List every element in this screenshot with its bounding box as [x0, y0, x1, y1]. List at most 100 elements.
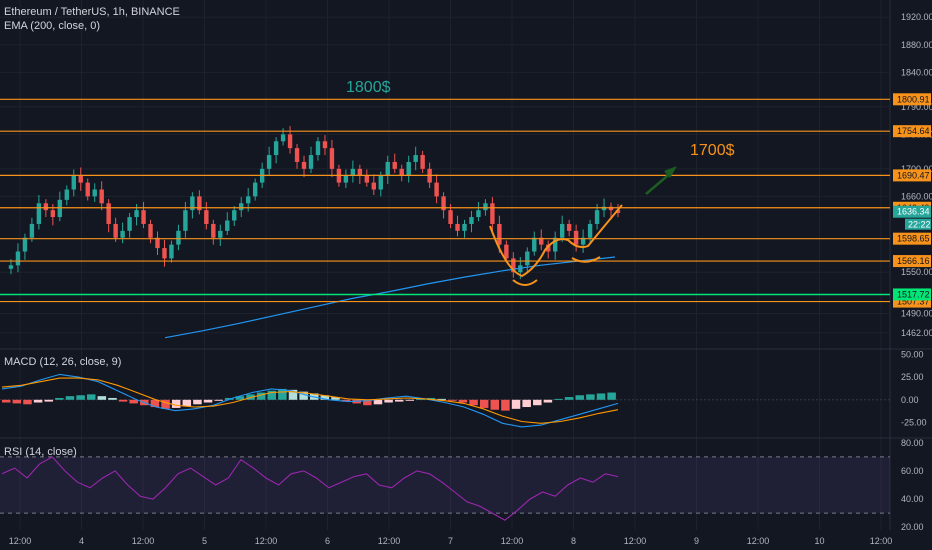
- candle-body[interactable]: [232, 210, 237, 221]
- candle-body[interactable]: [490, 203, 495, 224]
- candle-body[interactable]: [504, 244, 509, 259]
- candle-body[interactable]: [413, 155, 418, 162]
- candle-body[interactable]: [357, 168, 363, 176]
- candle-body[interactable]: [483, 203, 488, 211]
- candle-body[interactable]: [441, 196, 446, 211]
- candle-body[interactable]: [371, 182, 376, 190]
- candle-body[interactable]: [204, 210, 209, 224]
- candle-body[interactable]: [127, 217, 132, 231]
- candle-body[interactable]: [364, 175, 370, 183]
- candle-body[interactable]: [566, 223, 572, 231]
- candle-body[interactable]: [71, 175, 76, 190]
- drawings[interactable]: 1800$ 1700$: [0, 79, 890, 303]
- candle-body[interactable]: [497, 223, 502, 245]
- candle-body[interactable]: [329, 148, 335, 169]
- candle-body[interactable]: [29, 223, 35, 238]
- candle-body[interactable]: [587, 223, 593, 238]
- candle-body[interactable]: [57, 199, 63, 218]
- candle-body[interactable]: [350, 168, 356, 176]
- candle-body[interactable]: [141, 210, 146, 224]
- candle-body[interactable]: [197, 196, 202, 211]
- candle-body[interactable]: [246, 196, 251, 204]
- candle-body[interactable]: [211, 223, 216, 238]
- candle-body[interactable]: [385, 161, 390, 176]
- candle-body[interactable]: [301, 161, 307, 169]
- candle-body[interactable]: [455, 223, 460, 231]
- candle-body[interactable]: [85, 182, 90, 197]
- candle-body[interactable]: [190, 196, 195, 211]
- candle-body[interactable]: [343, 175, 349, 183]
- candle-body[interactable]: [392, 161, 397, 169]
- candle-body[interactable]: [434, 182, 439, 197]
- pattern-bottom-1[interactable]: [512, 279, 538, 286]
- candle-body[interactable]: [266, 155, 272, 169]
- candle-body[interactable]: [378, 175, 383, 190]
- candle-body[interactable]: [546, 244, 551, 252]
- candle-body[interactable]: [8, 265, 14, 269]
- candle-body[interactable]: [155, 237, 160, 249]
- candle-body[interactable]: [162, 248, 167, 259]
- macd-histogram-bar: [65, 396, 75, 400]
- candle-body[interactable]: [169, 244, 174, 259]
- candle-body[interactable]: [120, 230, 125, 238]
- candle-body[interactable]: [106, 203, 111, 224]
- candle-body[interactable]: [559, 223, 565, 238]
- candle-body[interactable]: [539, 237, 544, 245]
- pattern-curve[interactable]: [489, 204, 623, 278]
- candle-body[interactable]: [476, 210, 481, 218]
- candle-body[interactable]: [399, 168, 404, 176]
- candle-body[interactable]: [532, 237, 537, 252]
- candle-body[interactable]: [239, 203, 244, 211]
- candle-body[interactable]: [608, 206, 614, 211]
- candle-body[interactable]: [113, 223, 118, 238]
- macd-histogram-bar: [384, 399, 393, 403]
- candle-body[interactable]: [92, 189, 97, 197]
- candle-body[interactable]: [64, 189, 69, 200]
- candle-body[interactable]: [252, 182, 258, 197]
- candle-body[interactable]: [225, 220, 230, 231]
- candle-body[interactable]: [462, 223, 467, 231]
- macd-histogram-bar: [320, 395, 330, 400]
- candle-body[interactable]: [15, 251, 21, 266]
- rsi-pane[interactable]: [0, 456, 890, 521]
- candle-body[interactable]: [322, 141, 328, 149]
- candle-body[interactable]: [287, 134, 293, 149]
- candle-body[interactable]: [315, 141, 321, 156]
- pattern-bottom-2[interactable]: [571, 256, 601, 263]
- candle-body[interactable]: [78, 175, 83, 183]
- candle-body[interactable]: [36, 203, 42, 224]
- candle-body[interactable]: [420, 155, 425, 169]
- candle-body[interactable]: [294, 148, 300, 162]
- candle-body[interactable]: [448, 210, 453, 224]
- candle-body[interactable]: [280, 134, 286, 142]
- macd-histogram-bar: [97, 396, 107, 400]
- candle-body[interactable]: [594, 210, 600, 224]
- candle-body[interactable]: [580, 237, 586, 245]
- candle-body[interactable]: [218, 230, 223, 238]
- candle-body[interactable]: [615, 210, 621, 213]
- candle-body[interactable]: [601, 206, 607, 211]
- arrow-shaft[interactable]: [645, 171, 673, 195]
- candle-body[interactable]: [525, 251, 530, 266]
- macd-legend: MACD (12, 26, close, 9): [4, 356, 122, 368]
- candle-body[interactable]: [553, 237, 558, 252]
- x-tick-label: 12:00: [9, 536, 32, 546]
- macd-histogram-bar: [469, 399, 478, 406]
- candle-body[interactable]: [469, 217, 474, 224]
- candle-body[interactable]: [406, 161, 411, 176]
- grid: [0, 0, 932, 530]
- candle-body[interactable]: [148, 223, 153, 238]
- candle-body[interactable]: [134, 210, 139, 218]
- candle-body[interactable]: [50, 210, 56, 218]
- candle-body[interactable]: [511, 258, 516, 273]
- candle-body[interactable]: [176, 230, 181, 245]
- macd-pane[interactable]: [1, 373, 619, 428]
- candle-body[interactable]: [273, 141, 279, 156]
- candle-body[interactable]: [308, 155, 314, 169]
- candle-body[interactable]: [99, 189, 104, 204]
- candle-body[interactable]: [573, 230, 579, 245]
- candle-body[interactable]: [183, 210, 188, 231]
- candle-body[interactable]: [43, 203, 49, 211]
- candle-body[interactable]: [22, 237, 28, 252]
